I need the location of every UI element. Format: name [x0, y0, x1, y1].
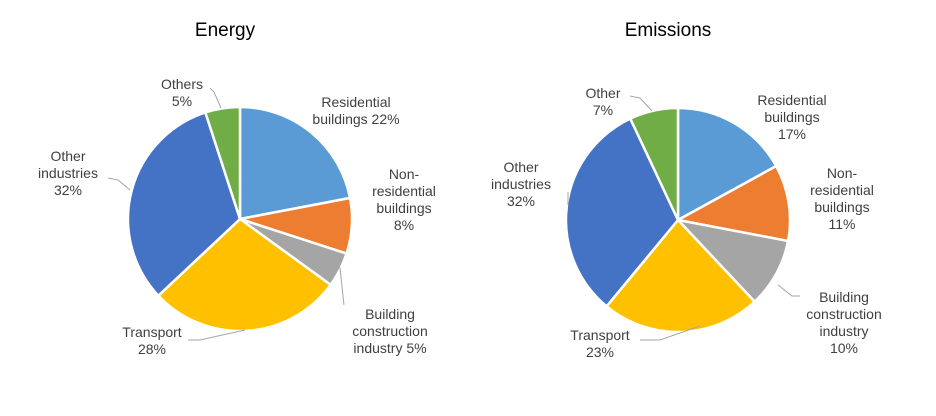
energy-data-label-4-line-0: Other	[50, 148, 85, 164]
emissions-data-label-2-line-1: construction	[806, 306, 881, 322]
energy-data-label-3: Transport 28%	[122, 324, 182, 357]
emissions-data-label-0-line-1: buildings	[764, 109, 819, 125]
energy-data-label-4: Other industries 32%	[38, 148, 98, 198]
energy-leader-line-2	[329, 262, 345, 306]
emissions-data-label-5-line-1: 7%	[593, 102, 613, 118]
energy-slice-4	[126, 110, 242, 298]
emissions-data-label-2-line-2: industry	[819, 323, 868, 339]
emissions-slice-0	[676, 106, 778, 223]
emissions-data-label-2-line-3: 10%	[830, 340, 858, 356]
energy-leader-line-3	[188, 329, 246, 341]
energy-slice-5	[203, 105, 242, 220]
emissions-chart-title: Emissions	[625, 20, 712, 41]
emissions-slice-5	[628, 106, 680, 221]
energy-data-label-5: Others 5%	[161, 76, 203, 109]
energy-slice-0	[238, 105, 352, 221]
emissions-data-label-1-line-1: residential	[810, 182, 874, 198]
energy-data-label-4-line-1: industries	[38, 165, 98, 181]
emissions-data-label-1: Non-residential buildings 11%	[810, 165, 874, 232]
emissions-data-label-3-line-1: 23%	[586, 344, 614, 360]
emissions-slice-3	[604, 218, 757, 334]
energy-data-label-4-line-2: 32%	[54, 182, 82, 198]
emissions-leader-line-3	[640, 325, 701, 341]
emissions-data-label-1-line-3: 11%	[829, 216, 856, 232]
energy-data-label-1-line-0: Non-	[389, 166, 420, 182]
energy-leader-line-5	[209, 87, 222, 109]
energy-data-label-2-line-2: industry 5%	[353, 340, 426, 356]
energy-data-label-1: Non-residential buildings 8%	[372, 166, 436, 233]
energy-chart-title: Energy	[195, 20, 256, 41]
emissions-data-label-5-line-0: Other	[585, 85, 620, 101]
emissions-data-label-4-line-1: industries	[491, 176, 551, 192]
emissions-data-label-0-line-2: 17%	[778, 126, 806, 142]
emissions-data-label-0: Residential buildings 17%	[757, 92, 826, 142]
energy-slice-3	[156, 217, 333, 333]
energy-data-label-0: Residential buildings 22%	[312, 94, 399, 127]
emissions-slice-4	[564, 116, 680, 309]
energy-data-label-1-line-3: 8%	[394, 217, 414, 233]
energy-data-label-2-line-1: construction	[352, 323, 427, 339]
emissions-leader-line-5	[629, 95, 653, 112]
emissions-data-label-5: Other 7%	[585, 85, 620, 118]
emissions-slice-1	[674, 164, 792, 243]
emissions-data-label-1-line-2: buildings	[814, 199, 869, 215]
emissions-data-label-0-line-0: Residential	[757, 92, 826, 108]
energy-leader-line-4	[107, 177, 131, 191]
emissions-data-label-3-line-0: Transport	[570, 327, 630, 343]
energy-data-label-1-line-2: buildings	[376, 200, 431, 216]
emissions-data-label-2-line-0: Building	[819, 289, 869, 305]
energy-data-label-3-line-1: 28%	[138, 341, 166, 357]
energy-data-label-1-line-1: residential	[372, 183, 436, 199]
emissions-leader-line-2	[777, 284, 800, 297]
energy-data-label-5-line-0: Others	[161, 76, 203, 92]
emissions-data-label-3: Transport 23%	[570, 327, 630, 360]
emissions-data-label-4-line-0: Other	[503, 159, 538, 175]
emissions-data-label-2: Building construction industry 10%	[806, 289, 881, 356]
emissions-pie: Residential buildings 17%Non-residential bu…	[491, 85, 882, 360]
emissions-data-label-1-line-0: Non-	[827, 165, 858, 181]
emissions-data-label-4: Other industries 32%	[491, 159, 551, 209]
energy-data-label-2: Building construction industry 5%	[352, 306, 427, 356]
energy-data-label-0-line-1: buildings 22%	[312, 111, 399, 127]
energy-data-label-5-line-1: 5%	[172, 93, 192, 109]
energy-pie: Residential buildings 22%Non-residential b…	[38, 76, 436, 357]
emissions-data-label-4-line-2: 32%	[507, 193, 535, 209]
energy-data-label-0-line-0: Residential	[321, 94, 390, 110]
energy-data-label-2-line-0: Building	[365, 306, 415, 322]
energy-data-label-3-line-0: Transport	[122, 324, 182, 340]
